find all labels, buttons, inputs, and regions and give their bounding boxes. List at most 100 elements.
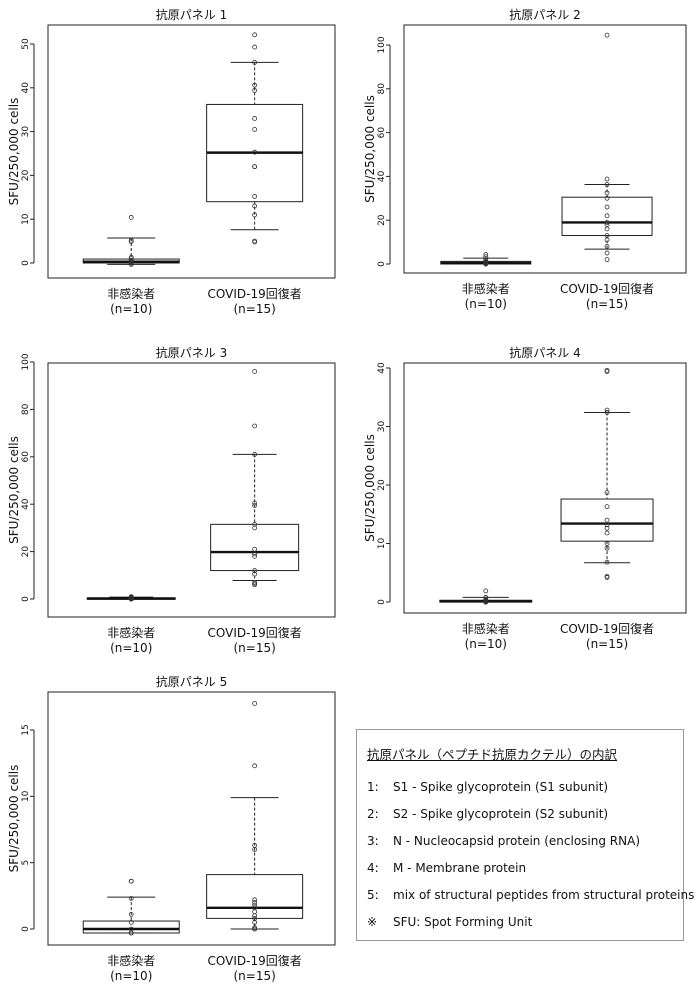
data-point — [604, 525, 610, 531]
y-tick-label: 40 — [377, 170, 387, 182]
data-point — [252, 194, 258, 199]
box-group: 非感染者(n=10) — [440, 252, 532, 311]
data-point — [604, 522, 610, 528]
data-point — [252, 32, 258, 38]
y-tick-label: 100 — [21, 353, 31, 370]
x-category-label: COVID-19回復者 — [208, 953, 302, 968]
chart-title: 抗原パネル 5 — [156, 674, 227, 689]
boxplot-panel-2: 抗原パネル 2 SFU/250,000 cells 0 20 40 60 80 100 非感染者… — [363, 7, 687, 311]
x-category-label: (n=10) — [465, 637, 507, 651]
box-group: COVID-19回復者(n=15) — [206, 701, 304, 983]
chart-title: 抗原パネル 3 — [156, 345, 227, 360]
boxplot-panel-5: 抗原パネル 5 SFU/250,000 cells 0 5 10 15 非感染者(n=10)… — [7, 674, 336, 983]
data-point — [604, 213, 610, 219]
y-tick-label: 20 — [377, 214, 387, 226]
x-category-label: (n=15) — [586, 297, 628, 311]
data-point — [252, 919, 258, 925]
box-group: COVID-19回復者(n=15) — [560, 32, 654, 311]
y-tick-label: 0 — [21, 260, 31, 266]
chart-title: 抗原パネル 1 — [156, 7, 227, 22]
data-point — [604, 226, 610, 232]
y-tick-label: 80 — [21, 403, 31, 415]
x-category-label: 非感染者 — [107, 286, 155, 301]
data-point — [604, 575, 610, 580]
data-point — [252, 847, 258, 852]
legend-number: 3: — [367, 834, 379, 848]
data-point — [604, 250, 610, 256]
data-point — [252, 701, 258, 706]
data-point — [252, 239, 258, 245]
box-iqr — [561, 196, 653, 237]
data-point — [483, 261, 489, 267]
legend-row-3: 3: N ‐ Nucleocapsid protein (enclosing RN… — [367, 834, 640, 848]
plot-frame — [47, 691, 336, 946]
data-point — [604, 176, 610, 182]
y-tick-label: 0 — [21, 596, 31, 602]
data-point — [252, 926, 258, 932]
legend-text: M ‐ Membrane protein — [393, 861, 527, 875]
x-category-label: (n=15) — [233, 302, 275, 316]
legend-number: 2: — [367, 807, 379, 821]
boxplot-panel-3: 抗原パネル 3 SFU/250,000 cells 0 20 40 60 80 100 非感染者… — [7, 345, 336, 655]
data-point — [252, 44, 258, 50]
data-point — [128, 896, 134, 901]
x-category-label: (n=15) — [233, 641, 275, 655]
data-point — [252, 164, 258, 170]
y-tick-label: 80 — [377, 83, 387, 95]
legend-number: ※ — [367, 915, 378, 929]
data-point — [252, 149, 258, 155]
data-point — [128, 930, 134, 936]
data-point — [252, 551, 258, 557]
data-point — [252, 369, 258, 374]
legend-text: mix of structural peptides from structur… — [393, 888, 695, 902]
legend-row-2: 2: S2 ‐ Spike glycoprotein (S2 subunit) — [367, 807, 608, 821]
data-point — [604, 407, 610, 413]
legend-number: 5: — [367, 888, 379, 902]
y-tick-label: 20 — [21, 546, 31, 558]
data-point — [604, 410, 610, 415]
data-point — [252, 203, 258, 209]
y-axis-label: SFU/250,000 cells — [7, 98, 21, 206]
legend-row-1: 1: S1 ‐ Spike glycoprotein (S1 subunit) — [367, 780, 608, 794]
data-point — [252, 571, 258, 577]
data-point — [252, 59, 258, 65]
box-iqr — [206, 874, 304, 919]
data-point — [252, 897, 258, 903]
x-category-label: (n=10) — [110, 969, 152, 983]
chart-title: 抗原パネル 4 — [509, 345, 580, 360]
y-tick-label: 40 — [21, 82, 31, 94]
data-point — [604, 545, 610, 551]
data-point — [128, 215, 134, 220]
x-category-label: COVID-19回復者 — [560, 281, 654, 296]
x-category-label: 非感染者 — [107, 953, 155, 968]
box-group: COVID-19回復者(n=15) — [208, 369, 302, 655]
data-point — [252, 116, 258, 121]
data-point — [128, 239, 134, 244]
data-point — [252, 763, 258, 769]
data-point — [604, 517, 610, 523]
data-point — [604, 530, 610, 536]
box-group: 非感染者(n=10) — [86, 594, 176, 655]
data-point — [252, 546, 258, 552]
box-group: COVID-19回復者(n=15) — [206, 32, 304, 316]
legend-row-4: 4: M ‐ Membrane protein — [367, 861, 526, 875]
data-point — [483, 254, 489, 260]
data-point — [128, 912, 134, 917]
y-tick-label: 40 — [377, 362, 387, 374]
data-point — [604, 504, 610, 510]
data-point — [604, 541, 610, 546]
data-point — [604, 204, 610, 210]
x-category-label: COVID-19回復者 — [208, 625, 302, 640]
legend-number: 1: — [367, 780, 379, 794]
data-point — [252, 913, 258, 919]
data-point — [604, 490, 610, 496]
data-point — [252, 925, 258, 931]
y-tick-label: 0 — [21, 926, 31, 932]
y-tick-label: 0 — [377, 261, 387, 267]
data-point — [252, 423, 258, 429]
x-category-label: (n=15) — [586, 637, 628, 651]
data-point — [252, 212, 258, 218]
data-point — [252, 452, 258, 457]
x-category-label: (n=10) — [110, 641, 152, 655]
